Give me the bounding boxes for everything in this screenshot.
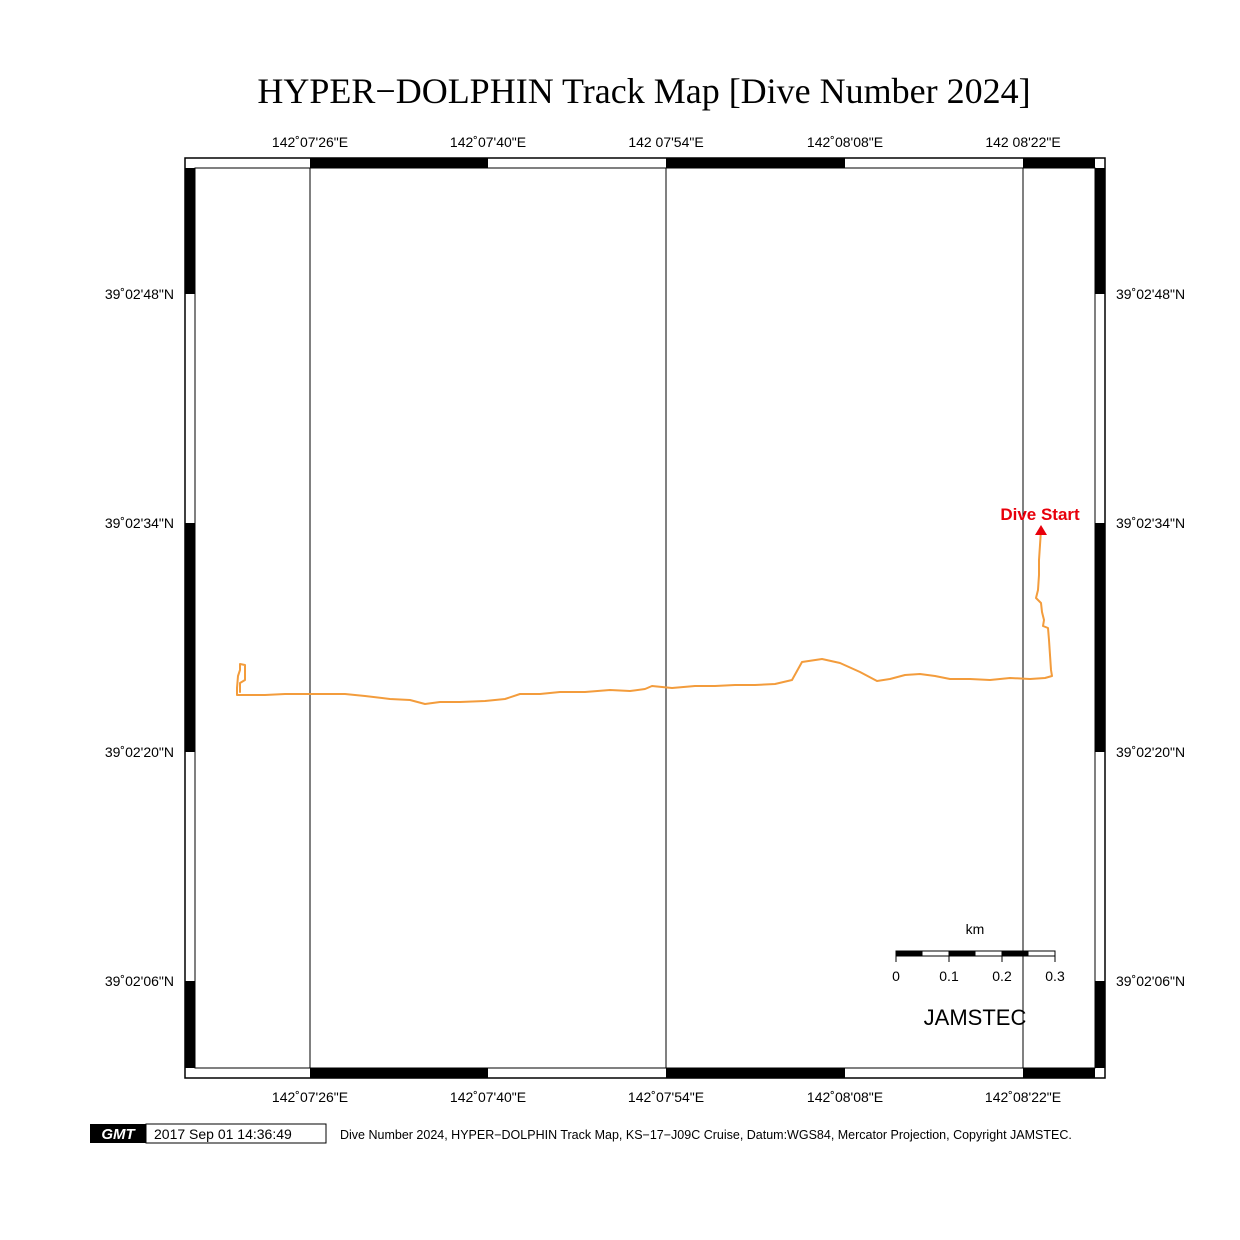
- footer-timestamp: 2017 Sep 01 14:36:49: [154, 1126, 292, 1142]
- scale-tick-label: 0: [892, 968, 900, 984]
- lon-label-top-5: 142 08'22"E: [985, 134, 1060, 150]
- lon-label-bottom-1: 142˚07'26"E: [272, 1089, 348, 1105]
- map-frame: [184, 157, 1106, 1079]
- lon-label-bottom-3: 142˚07'54"E: [628, 1089, 704, 1105]
- lat-label-right-2: 39˚02'34"N: [1116, 515, 1185, 531]
- lat-label-right-1: 39˚02'48"N: [1116, 286, 1185, 302]
- lat-label-left-2: 39˚02'34"N: [105, 515, 174, 531]
- scale-tick-label: 0.1: [939, 968, 959, 984]
- longitude-gridlines: [309, 168, 1024, 1068]
- scale-tick-label: 0.2: [992, 968, 1012, 984]
- jamstec-watermark: JAMSTEC: [924, 1005, 1027, 1030]
- dive-track-line: [236, 529, 1053, 705]
- lon-label-bottom-5: 142˚08'22"E: [985, 1089, 1061, 1105]
- lat-label-left-4: 39˚02'06"N: [105, 973, 174, 989]
- lat-label-right-4: 39˚02'06"N: [1116, 973, 1185, 989]
- scale-bar-unit: km: [966, 921, 985, 937]
- lon-label-top-3: 142 07'54"E: [628, 134, 703, 150]
- lon-label-bottom-2: 142˚07'40"E: [450, 1089, 526, 1105]
- right-latitude-labels: 39˚02'48"N 39˚02'34"N 39˚02'20"N 39˚02'0…: [1116, 286, 1185, 989]
- lat-label-left-3: 39˚02'20"N: [105, 744, 174, 760]
- gmt-logo-text: GMT: [101, 1126, 136, 1143]
- gmt-logo: [90, 1124, 146, 1143]
- footer: GMT 2017 Sep 01 14:36:49 Dive Number 202…: [90, 1123, 1072, 1144]
- lat-label-right-3: 39˚02'20"N: [1116, 744, 1185, 760]
- lat-label-left-1: 39˚02'48"N: [105, 286, 174, 302]
- scale-bar: km 0 0.1 0.2 0.3: [892, 921, 1065, 984]
- bottom-longitude-labels: 142˚07'26"E 142˚07'40"E 142˚07'54"E 142˚…: [272, 1089, 1061, 1105]
- lon-label-top-2: 142˚07'40"E: [450, 134, 526, 150]
- top-longitude-labels: 142˚07'26"E 142˚07'40"E 142 07'54"E 142˚…: [272, 134, 1061, 150]
- left-latitude-labels: 39˚02'48"N 39˚02'34"N 39˚02'20"N 39˚02'0…: [105, 286, 174, 989]
- dive-start-marker: [1035, 525, 1047, 535]
- dive-start-label: Dive Start: [1000, 505, 1080, 524]
- lon-label-top-4: 142˚08'08"E: [807, 134, 883, 150]
- lon-label-bottom-4: 142˚08'08"E: [807, 1089, 883, 1105]
- scale-tick-label: 0.3: [1045, 968, 1065, 984]
- lon-label-top-1: 142˚07'26"E: [272, 134, 348, 150]
- footer-caption: Dive Number 2024, HYPER−DOLPHIN Track Ma…: [340, 1128, 1072, 1142]
- map-title: HYPER−DOLPHIN Track Map [Dive Number 202…: [257, 71, 1030, 111]
